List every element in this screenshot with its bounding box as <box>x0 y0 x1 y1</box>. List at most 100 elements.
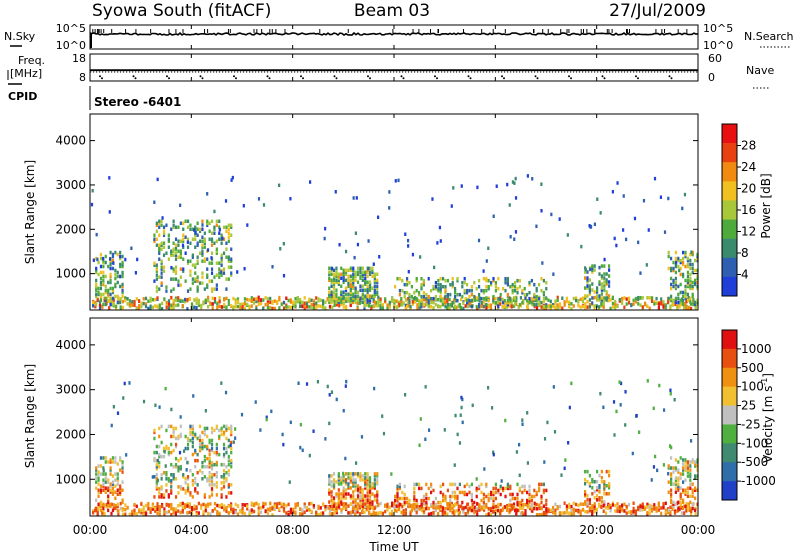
freq-right-tick-top: 60 <box>708 52 722 65</box>
data-cell <box>340 482 343 486</box>
data-cell <box>225 424 228 429</box>
data-cell <box>225 277 228 281</box>
data-cell <box>407 296 410 301</box>
data-cell <box>458 482 461 487</box>
data-cell <box>186 261 190 265</box>
data-cell <box>368 304 371 308</box>
data-cell <box>219 270 222 274</box>
y-tick-label: 1000 <box>55 267 86 281</box>
data-cell <box>662 505 665 510</box>
data-cell <box>694 512 697 516</box>
data-cell <box>476 296 479 300</box>
data-cell <box>533 298 536 303</box>
data-cell <box>340 502 343 506</box>
data-cell <box>107 480 110 484</box>
data-cell <box>186 446 190 451</box>
data-cell <box>600 288 603 292</box>
data-cell <box>368 298 372 302</box>
data-cell <box>393 501 396 506</box>
data-cell <box>99 456 103 460</box>
data-cell <box>225 426 228 431</box>
data-cell <box>487 506 490 511</box>
data-cell <box>111 480 115 484</box>
data-cell <box>215 239 218 243</box>
data-cell <box>511 284 514 289</box>
data-cell <box>514 296 517 301</box>
data-cell <box>201 470 204 475</box>
data-cell <box>584 490 587 494</box>
data-cell <box>418 507 421 511</box>
data-cell <box>637 302 640 306</box>
data-cell <box>694 496 697 501</box>
data-cell <box>94 304 97 309</box>
data-cell <box>172 219 175 224</box>
data-cell <box>206 248 210 252</box>
data-cell <box>572 296 575 301</box>
data-cell <box>184 251 187 255</box>
data-cell <box>112 506 115 511</box>
data-cell <box>230 178 233 182</box>
data-cell <box>674 280 677 285</box>
data-cell <box>215 462 218 467</box>
data-cell <box>248 509 251 513</box>
data-cell <box>480 506 483 511</box>
data-cell <box>155 229 158 234</box>
data-cell <box>119 458 122 462</box>
data-cell <box>102 270 105 275</box>
data-cell <box>164 464 167 468</box>
data-cell <box>201 440 204 445</box>
data-cell <box>677 284 680 289</box>
data-cell <box>361 294 364 298</box>
data-cell <box>499 486 502 491</box>
data-cell <box>533 488 536 493</box>
data-cell <box>104 284 107 289</box>
data-cell <box>444 498 447 503</box>
data-cell <box>121 512 125 517</box>
data-cell <box>584 286 587 290</box>
data-cell <box>386 303 389 307</box>
data-cell <box>600 282 603 286</box>
data-cell <box>526 503 529 508</box>
data-cell <box>95 466 98 470</box>
data-cell <box>526 461 529 465</box>
data-cell <box>119 506 122 511</box>
data-cell <box>203 257 206 261</box>
data-cell <box>514 288 517 293</box>
data-cell <box>691 502 694 507</box>
data-cell <box>195 512 198 517</box>
data-cell <box>324 437 327 441</box>
data-cell <box>691 506 694 511</box>
data-cell <box>684 490 687 494</box>
data-cell <box>679 486 682 490</box>
data-cell <box>689 460 692 464</box>
data-cell <box>660 506 663 510</box>
data-cell <box>634 511 637 515</box>
data-cell <box>522 506 525 511</box>
data-cell <box>135 504 138 509</box>
data-cell <box>365 303 368 307</box>
data-cell <box>683 305 686 310</box>
data-cell <box>97 470 100 474</box>
data-cell <box>257 512 260 516</box>
data-cell <box>167 306 171 311</box>
data-cell <box>109 278 112 283</box>
data-cell <box>133 503 136 507</box>
data-cell <box>227 239 230 243</box>
data-cell <box>213 483 216 487</box>
data-cell <box>466 508 470 513</box>
data-cell <box>170 253 173 257</box>
data-cell <box>243 297 246 301</box>
data-cell <box>340 272 343 277</box>
data-cell <box>206 267 209 271</box>
data-cell <box>276 505 279 510</box>
data-cell <box>347 504 350 508</box>
data-cell <box>227 227 230 232</box>
data-cell <box>588 286 591 290</box>
data-cell <box>663 230 667 234</box>
data-cell <box>209 512 212 516</box>
data-cell <box>598 496 601 500</box>
data-cell <box>359 296 362 300</box>
data-cell <box>201 235 204 239</box>
data-cell <box>121 500 124 505</box>
data-cell <box>241 511 244 515</box>
